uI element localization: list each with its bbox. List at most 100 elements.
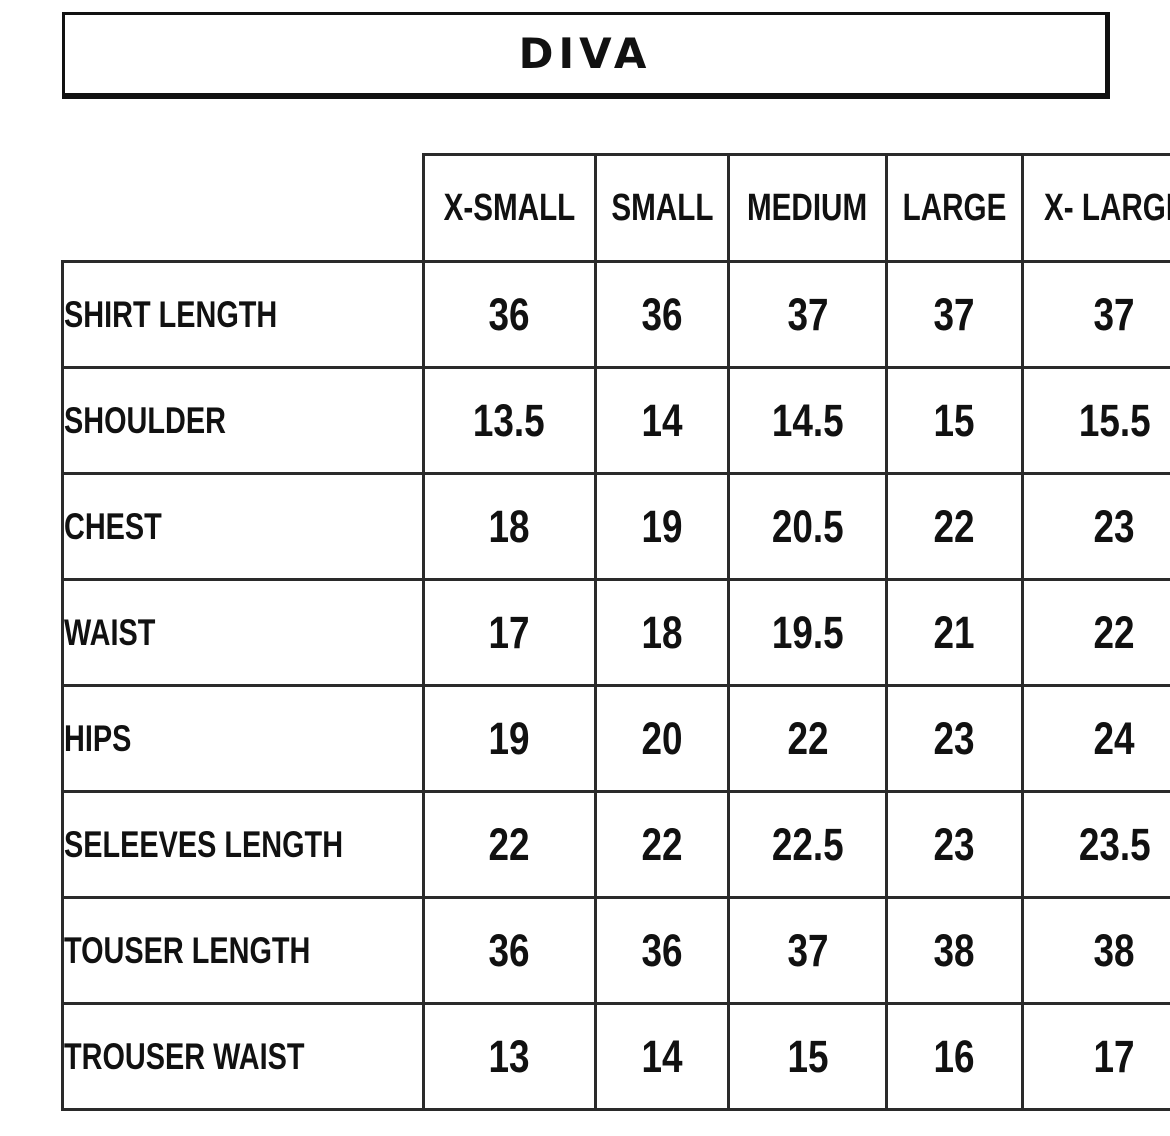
cell-value: 20 <box>641 712 683 764</box>
cell-value: 18 <box>488 500 530 552</box>
table-row: TOUSER LENGTH 36 36 37 38 38 <box>61 896 1170 1005</box>
column-header-label: SMALL <box>611 186 714 229</box>
table-cell: 23.5 <box>1020 790 1170 899</box>
row-label-text: CHEST <box>64 505 162 547</box>
cell-value: 22 <box>787 712 829 764</box>
table-cell: 37 <box>1020 260 1170 369</box>
cell-value: 23 <box>933 818 975 870</box>
table-row: SHIRT LENGTH 36 36 37 37 37 <box>61 260 1170 369</box>
column-header-label: MEDIUM <box>747 186 868 229</box>
table-cell: 36 <box>421 260 597 369</box>
table-cell: 36 <box>421 896 597 1005</box>
table-row: HIPS 19 20 22 23 24 <box>61 684 1170 793</box>
cell-value: 19.5 <box>771 606 844 658</box>
cell-value: 37 <box>933 288 975 340</box>
table-cell: 22 <box>884 472 1024 581</box>
cell-value: 17 <box>1093 1030 1135 1082</box>
table-cell: 36 <box>593 260 731 369</box>
cell-value: 15 <box>933 394 975 446</box>
cell-value: 22 <box>641 818 683 870</box>
cell-value: 36 <box>488 924 530 976</box>
table-cell: 36 <box>593 896 731 1005</box>
column-header-label: LARGE <box>902 186 1006 229</box>
cell-value: 23 <box>933 712 975 764</box>
cell-value: 14 <box>641 394 683 446</box>
table-cell: 24 <box>1020 684 1170 793</box>
row-label-text: SHOULDER <box>64 399 226 441</box>
cell-value: 15.5 <box>1078 394 1151 446</box>
size-chart-table: X-SMALL SMALL MEDIUM LARGE X- LARGE SHIR… <box>61 153 1170 1111</box>
table-cell: 13 <box>421 1002 597 1111</box>
table-cell: 18 <box>421 472 597 581</box>
row-label: TROUSER WAIST <box>61 1002 425 1111</box>
table-cell: 37 <box>727 896 888 1005</box>
table-cell: 17 <box>421 578 597 687</box>
cell-value: 14.5 <box>771 394 844 446</box>
column-header-label: X-SMALL <box>443 186 576 229</box>
row-label: TOUSER LENGTH <box>61 896 425 1005</box>
table-cell: 15 <box>884 366 1024 475</box>
page-title: DIVA <box>518 29 652 78</box>
table-cell: 23 <box>884 790 1024 899</box>
cell-value: 22 <box>1093 606 1135 658</box>
cell-value: 37 <box>787 924 829 976</box>
cell-value: 16 <box>933 1030 975 1082</box>
cell-value: 20.5 <box>771 500 844 552</box>
table-cell: 14.5 <box>727 366 888 475</box>
cell-value: 36 <box>641 924 683 976</box>
table-cell: 22 <box>593 790 731 899</box>
table-row: SELEEVES LENGTH 22 22 22.5 23 23.5 <box>61 790 1170 899</box>
table-cell: 14 <box>593 366 731 475</box>
cell-value: 23.5 <box>1078 818 1151 870</box>
header-row: X-SMALL SMALL MEDIUM LARGE X- LARGE <box>62 153 1170 263</box>
row-label: WAIST <box>61 578 425 687</box>
column-header: SMALL <box>593 153 731 263</box>
row-label-text: TOUSER LENGTH <box>64 929 311 971</box>
row-label: SELEEVES LENGTH <box>61 790 425 899</box>
table-cell: 15.5 <box>1020 366 1170 475</box>
cell-value: 22.5 <box>771 818 844 870</box>
table-row: CHEST 18 19 20.5 22 23 <box>61 472 1170 581</box>
row-label-text: WAIST <box>64 611 156 653</box>
table-cell: 38 <box>884 896 1024 1005</box>
cell-value: 37 <box>1093 288 1135 340</box>
cell-value: 23 <box>1093 500 1135 552</box>
row-label: CHEST <box>61 472 425 581</box>
table-cell: 21 <box>884 578 1024 687</box>
table-cell: 22.5 <box>727 790 888 899</box>
row-label-text: TROUSER WAIST <box>64 1035 305 1077</box>
cell-value: 38 <box>933 924 975 976</box>
table-cell: 14 <box>593 1002 731 1111</box>
column-header: LARGE <box>884 153 1024 263</box>
cell-value: 36 <box>641 288 683 340</box>
cell-value: 17 <box>488 606 530 658</box>
title-banner: DIVA <box>62 12 1110 99</box>
table-cell: 37 <box>884 260 1024 369</box>
table-cell: 19 <box>593 472 731 581</box>
row-label-text: HIPS <box>64 717 132 759</box>
row-label-text: SELEEVES LENGTH <box>64 823 344 865</box>
column-header: X-SMALL <box>421 153 597 263</box>
cell-value: 13 <box>488 1030 530 1082</box>
column-header-label: X- LARGE <box>1043 186 1170 229</box>
column-header: MEDIUM <box>727 153 888 263</box>
table-cell: 20.5 <box>727 472 888 581</box>
row-label: HIPS <box>61 684 425 793</box>
cell-value: 21 <box>933 606 975 658</box>
cell-value: 19 <box>488 712 530 764</box>
table-row: TROUSER WAIST 13 14 15 16 17 <box>61 1002 1170 1111</box>
table-cell: 37 <box>727 260 888 369</box>
cell-value: 15 <box>787 1030 829 1082</box>
table-cell: 19.5 <box>727 578 888 687</box>
cell-value: 22 <box>933 500 975 552</box>
cell-value: 19 <box>641 500 683 552</box>
cell-value: 36 <box>488 288 530 340</box>
cell-value: 24 <box>1093 712 1135 764</box>
table-row: SHOULDER 13.5 14 14.5 15 15.5 <box>61 366 1170 475</box>
table-cell: 22 <box>1020 578 1170 687</box>
cell-value: 37 <box>787 288 829 340</box>
table-cell: 23 <box>1020 472 1170 581</box>
row-label-text: SHIRT LENGTH <box>64 293 278 335</box>
table-cell: 16 <box>884 1002 1024 1111</box>
table-cell: 22 <box>421 790 597 899</box>
